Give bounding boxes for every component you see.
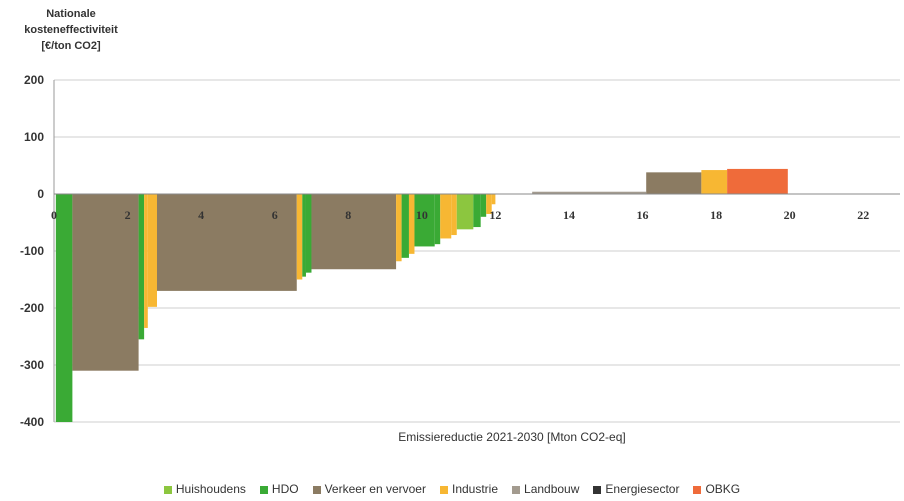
x-tick-label: 0	[51, 208, 57, 222]
legend-item: Huishoudens	[163, 482, 246, 496]
x-tick-label: 10	[416, 208, 428, 222]
bar	[296, 194, 303, 280]
x-tick-label: 12	[489, 208, 501, 222]
bar	[311, 194, 397, 270]
x-tick-label: 6	[272, 208, 278, 222]
x-tick-label: 16	[637, 208, 649, 222]
bar	[451, 194, 457, 236]
bar	[408, 194, 415, 254]
legend: Huishoudens HDO Verkeer en vervoer Industri…	[0, 482, 904, 496]
x-tick-label: 14	[563, 208, 575, 222]
legend-label: Huishoudens	[175, 482, 246, 496]
x-tick-label: 22	[857, 208, 869, 222]
y-tick-label: 0	[37, 187, 44, 201]
y-tick-labels: 200 100 0 -100 -200 -300 -400	[20, 73, 44, 429]
bar	[456, 194, 474, 230]
legend-swatch	[512, 485, 521, 494]
bar	[401, 194, 409, 258]
bar	[414, 194, 435, 247]
legend-label: Industrie	[451, 482, 499, 496]
bar	[486, 194, 492, 214]
legend-label: Energiesector	[605, 482, 680, 496]
legend-swatch	[312, 485, 321, 494]
legend-item: Landbouw	[512, 482, 579, 496]
legend-swatch	[163, 485, 172, 494]
y-tick-label: 200	[24, 73, 44, 87]
bar	[440, 194, 452, 239]
legend-item: Industrie	[439, 482, 499, 496]
y-tick-label: -100	[20, 244, 44, 258]
bar	[480, 194, 487, 217]
legend-swatch	[693, 485, 702, 494]
x-tick-label: 8	[345, 208, 351, 222]
legend-label: HDO	[271, 482, 299, 496]
bar	[72, 194, 139, 371]
y-axis-title-line-3: [€/ton CO2]	[41, 40, 101, 52]
bar	[646, 172, 702, 194]
y-axis-title-line-1: Nationale	[46, 8, 96, 20]
x-axis-title: Emissiereductie 2021-2030 [Mton CO2-eq]	[398, 430, 626, 444]
legend-label: OBKG	[705, 482, 741, 496]
bar	[156, 194, 297, 291]
x-tick-label: 4	[198, 208, 204, 222]
legend-swatch	[259, 485, 268, 494]
legend-item: OBKG	[693, 482, 740, 496]
bar	[701, 170, 728, 194]
y-tick-label: -200	[20, 301, 44, 315]
bar	[305, 194, 312, 273]
x-tick-label: 2	[125, 208, 131, 222]
x-tick-labels: 2 4 6 8 10 12 14 16 18 20 22 0	[51, 208, 869, 222]
legend-swatch	[593, 485, 602, 494]
bars	[55, 168, 788, 422]
y-tick-label: 100	[24, 130, 44, 144]
bar	[491, 194, 496, 205]
legend-item: Verkeer en vervoer	[312, 482, 426, 496]
bar	[138, 194, 145, 340]
legend-label: Landbouw	[524, 482, 580, 496]
legend-item: HDO	[259, 482, 299, 496]
bar	[144, 194, 148, 328]
axes	[53, 80, 900, 422]
bar	[396, 194, 402, 262]
x-tick-label: 20	[784, 208, 796, 222]
y-axis-title: Nationale kosteneffectiviteit [€/ton CO2…	[6, 6, 136, 54]
y-tick-label: -400	[20, 415, 44, 429]
x-tick-label: 18	[710, 208, 722, 222]
bar	[473, 194, 481, 228]
bar	[532, 191, 647, 194]
y-tick-label: -300	[20, 358, 44, 372]
legend-swatch	[439, 485, 448, 494]
bar	[55, 194, 73, 422]
bar	[434, 194, 441, 245]
legend-label: Verkeer en vervoer	[324, 482, 426, 496]
bar	[302, 194, 306, 277]
y-axis-title-line-2: kosteneffectiviteit	[24, 24, 118, 36]
bar	[147, 194, 157, 307]
bar	[727, 168, 788, 194]
legend-item: Energiesector	[593, 482, 679, 496]
